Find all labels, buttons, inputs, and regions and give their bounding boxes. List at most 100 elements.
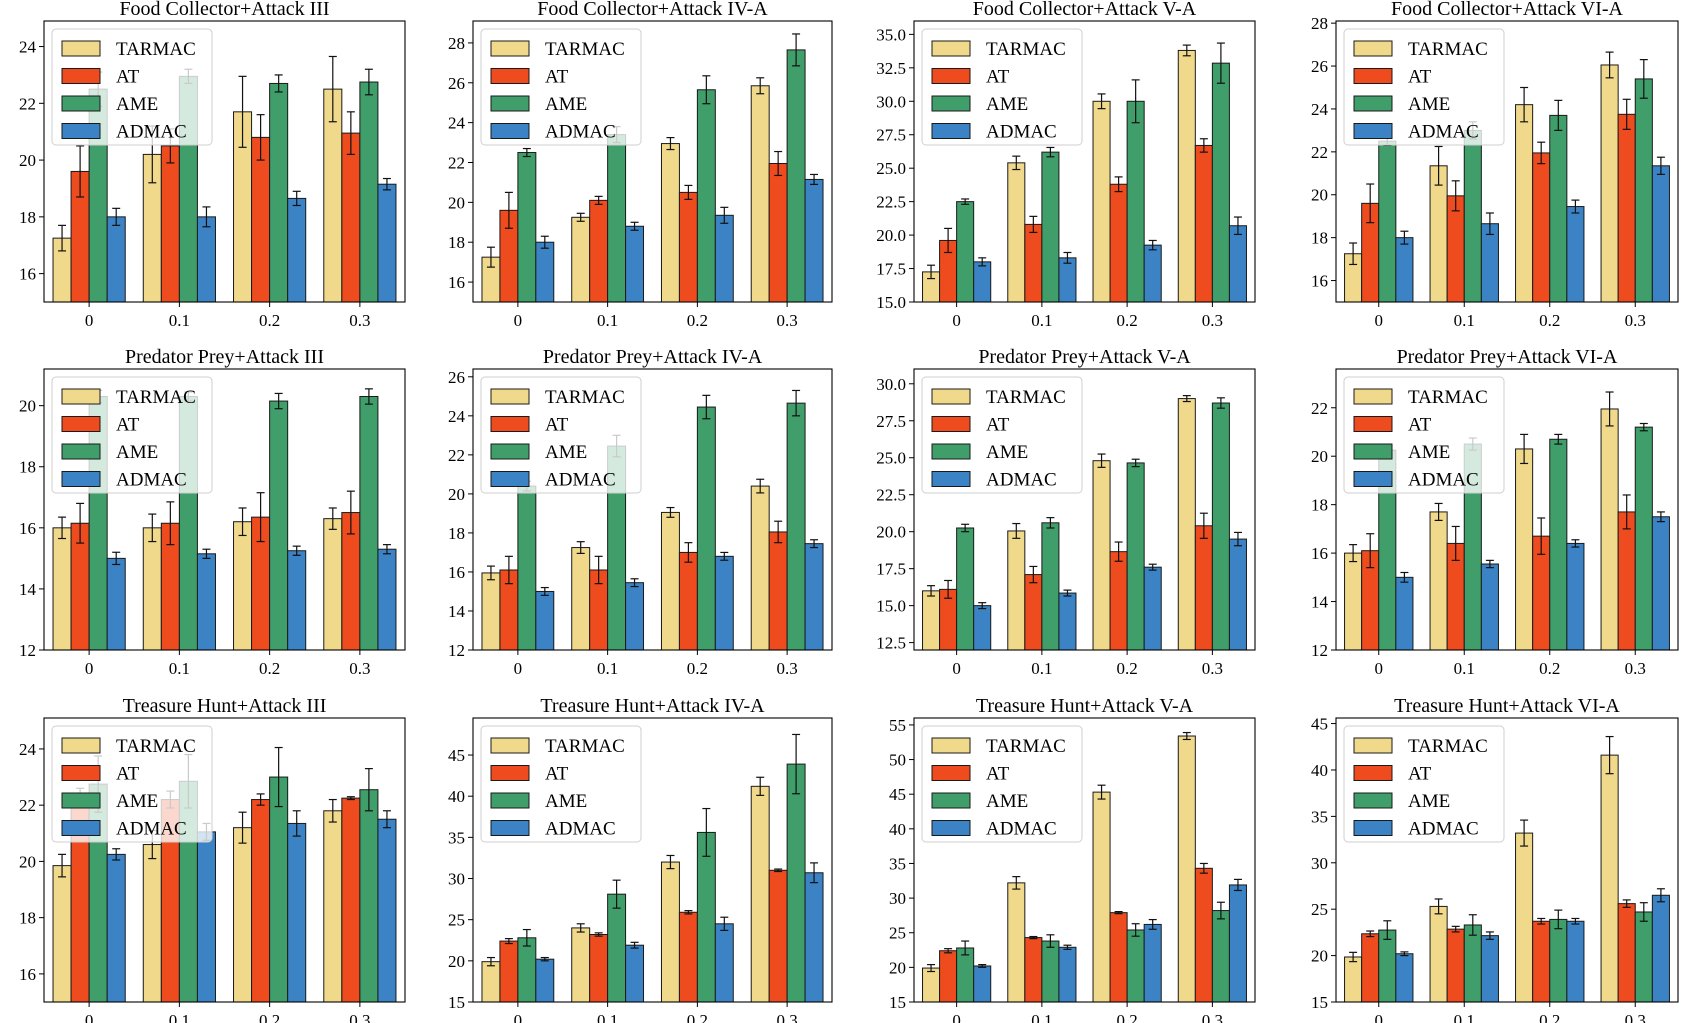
- subplot-11: Treasure Hunt+Attack VI-A 15 20 25 30 35 40 45 0…: [1311, 695, 1679, 1023]
- x-tick-label: 0.1: [169, 659, 190, 678]
- bar-admac: [1228, 884, 1247, 1003]
- legend-swatch-ame: [931, 792, 971, 809]
- legend-label: TARMAC: [1408, 39, 1488, 60]
- x-tick-label: 0.3: [1625, 1011, 1646, 1023]
- y-tick-label: 30: [889, 889, 906, 908]
- legend-label: AME: [986, 442, 1028, 463]
- bar-ame: [1549, 114, 1568, 303]
- subplot-2: Food Collector+Attack V-A 15.0 17.5 20.0 22.…: [876, 0, 1256, 330]
- bar-admac: [1143, 566, 1162, 651]
- legend-swatch-admac: [1353, 123, 1393, 139]
- axes-frame: [913, 368, 1256, 651]
- bar-tarmac: [1429, 905, 1448, 1003]
- bar-at: [589, 933, 609, 1003]
- legend-frame: [480, 28, 642, 146]
- bar-tarmac: [1092, 791, 1111, 1003]
- bar-admac: [973, 965, 992, 1003]
- bar-ame: [607, 893, 627, 1003]
- axes-frame: [913, 717, 1256, 1003]
- error-bar-group: [927, 42, 1242, 280]
- bar-at: [251, 136, 271, 303]
- subplot-title: Predator Prey+Attack V-A: [978, 346, 1191, 368]
- bar-tarmac: [142, 844, 162, 1003]
- legend-label: AT: [545, 67, 569, 88]
- legend-label: TARMAC: [986, 39, 1066, 60]
- x-tick-label: 0.3: [349, 1011, 370, 1023]
- error-bar-group: [927, 395, 1242, 610]
- bar-ame: [1378, 929, 1397, 1003]
- y-tick-label: 20: [1311, 947, 1328, 966]
- bar-admac: [1566, 206, 1585, 303]
- y-tick-label: 15: [889, 993, 906, 1012]
- legend-swatch-at: [1353, 416, 1393, 432]
- bar-group: [1344, 754, 1670, 1003]
- x-tick-label: 0.1: [1454, 1011, 1475, 1023]
- legend-swatch-at: [490, 765, 530, 781]
- bar-admac: [973, 261, 992, 303]
- bar-ame: [1041, 522, 1060, 651]
- y-tick-label: 12.5: [876, 634, 906, 653]
- x-tick-label: 0.1: [1454, 311, 1475, 330]
- legend-label: ADMAC: [1408, 122, 1479, 143]
- bar-tarmac: [1092, 100, 1111, 303]
- legend: TARMAC AT AME ADMAC: [921, 725, 1083, 843]
- x-tick-label: 0: [514, 659, 523, 678]
- x-tick-label: 0.2: [1539, 1011, 1560, 1023]
- legend-swatch-at: [931, 68, 971, 84]
- legend-swatch-at: [61, 416, 101, 432]
- bar-at: [1194, 525, 1213, 651]
- bar-ame: [1463, 924, 1482, 1003]
- bar-at: [1446, 928, 1465, 1003]
- y-tick-label: 40: [889, 820, 906, 839]
- subplot-title: Predator Prey+Attack III: [125, 346, 324, 368]
- legend-label: ADMAC: [986, 819, 1057, 840]
- y-tick-label: 25.0: [876, 159, 906, 178]
- legend-label: AME: [545, 94, 587, 115]
- legend-swatch-tarmac: [490, 40, 530, 57]
- legend-swatch-at: [1353, 765, 1393, 781]
- y-tick-label: 20: [448, 485, 465, 504]
- bar-tarmac: [571, 547, 591, 651]
- bar-tarmac: [1515, 832, 1534, 1003]
- bar-ame: [696, 406, 716, 651]
- y-tick-label: 12: [19, 641, 36, 660]
- bar-ame: [517, 937, 537, 1003]
- y-tick-label: 20: [19, 852, 36, 871]
- bar-ame: [359, 395, 379, 651]
- y-tick-label: 35: [1311, 807, 1328, 826]
- error-bar-group: [927, 731, 1242, 973]
- subplot-title: Treasure Hunt+Attack III: [123, 695, 327, 717]
- x-tick-label: 0.1: [597, 1011, 618, 1023]
- bar-ame: [1211, 62, 1230, 303]
- legend-swatch-tarmac: [1353, 737, 1393, 754]
- bar-admac: [1395, 576, 1414, 651]
- bar-tarmac: [1600, 64, 1619, 303]
- bar-ame: [956, 527, 975, 651]
- y-tick-label: 14: [448, 602, 466, 621]
- y-tick-label: 35: [448, 828, 465, 847]
- bar-admac: [377, 183, 397, 303]
- legend-frame: [1343, 376, 1505, 494]
- legend-label: TARMAC: [1408, 736, 1488, 757]
- y-tick-label: 30: [1311, 854, 1328, 873]
- bar-ame: [1126, 929, 1145, 1003]
- bar-ame: [269, 776, 289, 1003]
- bar-tarmac: [750, 85, 770, 303]
- bar-tarmac: [481, 572, 501, 651]
- x-tick-label: 0.1: [597, 659, 618, 678]
- bar-group: [1344, 408, 1670, 651]
- subplot-5: Predator Prey+Attack IV-A 12 14 16 18 20 22 24 2…: [448, 346, 833, 678]
- x-tick-label: 0.3: [777, 659, 798, 678]
- bar-tarmac: [1429, 511, 1448, 651]
- x-tick-label: 0.3: [1202, 1011, 1223, 1023]
- legend-swatch-tarmac: [490, 388, 530, 405]
- y-tick-label: 55: [889, 716, 906, 735]
- y-tick-label: 18: [1311, 229, 1328, 248]
- bar-at: [1109, 183, 1128, 303]
- y-tick-label: 18: [19, 458, 36, 477]
- y-tick-label: 22: [448, 446, 465, 465]
- bar-ame: [1378, 140, 1397, 303]
- legend-label: AT: [545, 415, 569, 436]
- bar-at: [160, 145, 180, 303]
- bar-ame: [1549, 918, 1568, 1003]
